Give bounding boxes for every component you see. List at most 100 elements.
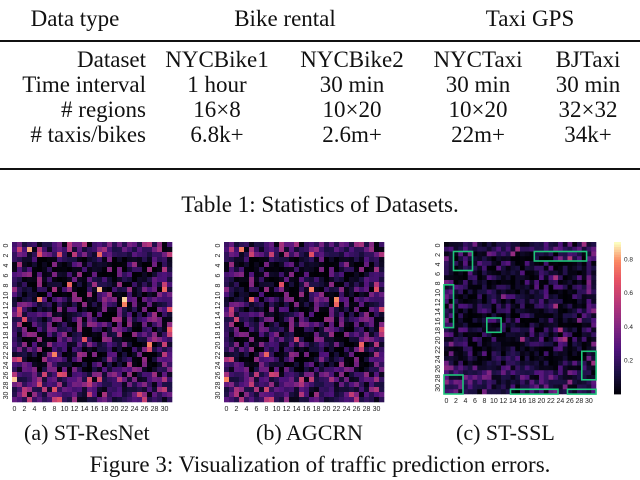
heatmap-cell [581,322,587,328]
heatmap-cell [264,357,270,363]
heatmap-cell [102,297,108,303]
heatmap-cell [157,252,163,258]
heatmap-cell [254,352,260,358]
heatmap-cell [577,303,583,309]
heatmap-cell [562,389,568,395]
heatmap-cell [122,292,128,298]
heatmap-cell [299,377,305,383]
heatmap-cells [224,242,385,403]
heatmap-cell [444,280,450,286]
heatmap-cell [117,377,123,383]
heatmap-cell [543,384,549,390]
heatmap-cell [167,327,173,333]
heatmap-cell [142,317,148,323]
heatmap-cell [309,302,315,308]
heatmap-cell [334,257,340,263]
y-tick-label: 14 [215,312,222,320]
heatmap-cell [379,357,385,363]
heatmap-cell [524,322,530,328]
heatmap-cell [47,297,53,303]
heatmap-cell [52,287,58,293]
heatmap-cell [359,292,365,298]
heatmap-cell [274,357,280,363]
y-tick-label: 16 [435,317,442,325]
heatmap-cell [553,356,559,362]
heatmap-cell [229,302,235,308]
heatmap-cell [162,287,168,293]
heatmap-cell [486,299,492,305]
heatmap-cell [463,246,469,252]
heatmap-cell [453,280,459,286]
heatmap-cell [87,377,93,383]
heatmap-cell [77,307,83,313]
heatmap-cell [359,312,365,318]
row-label: # taxis/bikes [30,122,146,147]
heatmap-cell [229,337,235,343]
heatmap-cell [107,292,113,298]
heatmap-cell [581,389,587,395]
heatmap-cell [453,322,459,328]
heatmap-cell [510,389,516,395]
heatmap-cell [329,297,335,303]
heatmap-cell [369,302,375,308]
heatmap-cell [324,247,330,253]
heatmap-cell [339,292,345,298]
heatmap-cell [344,367,350,373]
heatmap-cell [304,347,310,353]
heatmap-cell [57,297,63,303]
heatmap-cell [157,262,163,268]
heatmap-cell [520,265,526,271]
heatmap-cell [57,397,63,403]
x-tick-label: 28 [576,398,584,405]
heatmap-cell [244,322,250,328]
heatmap-cell [359,387,365,393]
heatmap-cell [477,289,483,295]
heatmap-cell [127,282,133,288]
heatmap-cell [12,377,18,383]
heatmap-cell [482,370,488,376]
heatmap-cell [122,257,128,263]
heatmap-cell [152,362,158,368]
table-header-row: Data type Bike rental Taxi GPS [0,2,640,39]
x-tick-label: 8 [265,406,269,413]
heatmap-cell [162,367,168,373]
heatmap-cell [314,307,320,313]
heatmap-cell [152,267,158,273]
heatmap-cell [510,251,516,257]
heatmap-cell [259,277,265,283]
heatmap-cell [472,308,478,314]
y-tick-label: 4 [3,263,10,267]
heatmap-cell [369,252,375,258]
heatmap-cell [147,337,153,343]
heatmap-cell [463,256,469,262]
heatmap-cell [97,317,103,323]
heatmap-cell [12,382,18,388]
heatmap-cell [477,318,483,324]
heatmap-cell [354,397,360,403]
heatmap-cell [304,387,310,393]
heatmap-cell [444,251,450,257]
heatmap-cell [249,342,255,348]
heatmap-cell [543,294,549,300]
highlight-box [509,388,559,395]
heatmap-cell [444,318,450,324]
heatmap-cell [572,313,578,319]
heatmap-cell [591,242,597,248]
heatmap-cell [344,327,350,333]
heatmap-cell [289,327,295,333]
heatmap-cell [467,379,473,385]
heatmap-cell [477,327,483,333]
heatmap-cell [534,370,540,376]
heatmap-cell [539,246,545,252]
heatmap-cell [339,242,345,248]
colorbar-segment [614,366,621,370]
table-row: # taxis/bikes 6.8k+ 2.6m+ 22m+ 34k+ [0,122,640,147]
heatmap-cell [379,372,385,378]
heatmap-cell [562,308,568,314]
heatmap-cell [334,307,340,313]
heatmap-cell [349,277,355,283]
heatmap-cell [97,287,103,293]
heatmap-cell [339,317,345,323]
heatmap-cell [72,242,78,248]
heatmap-cell [299,292,305,298]
